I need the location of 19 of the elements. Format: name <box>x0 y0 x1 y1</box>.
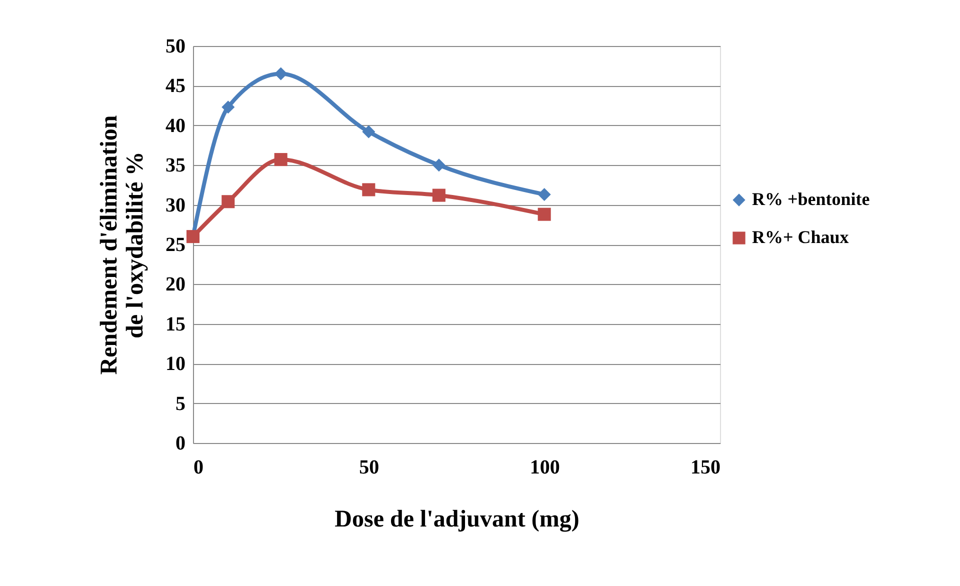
x-tick-label: 100 <box>530 456 560 478</box>
x-tick-label: 150 <box>690 456 720 478</box>
y-tick-label: 40 <box>166 114 186 137</box>
y-tick-label: 15 <box>166 313 186 336</box>
y-tick-label: 20 <box>166 274 186 296</box>
x-tick-label: 50 <box>359 456 380 478</box>
y-tick-label: 0 <box>176 432 186 454</box>
legend-label: R%+ Chaux <box>752 227 849 247</box>
legend-label: R% +bentonite <box>752 189 870 209</box>
y-tick-label: 25 <box>166 234 186 256</box>
x-axis-title: Dose de l'adjuvant (mg) <box>334 506 580 532</box>
y-tick-label: 5 <box>176 392 186 415</box>
y-tick-label: 45 <box>166 75 186 98</box>
y-tick-label: 10 <box>166 353 186 376</box>
x-tick-label: 0 <box>194 456 204 478</box>
y-tick-label: 35 <box>166 154 186 177</box>
y-tick-label: 50 <box>166 36 186 58</box>
y-tick-label: 30 <box>166 194 186 216</box>
y-axis-title: Rendement d'élimination de l'oxydabilité % <box>96 115 148 375</box>
